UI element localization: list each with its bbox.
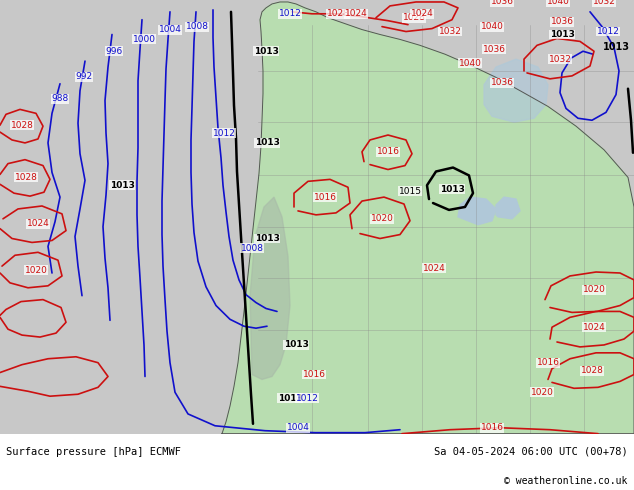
Text: 1032: 1032: [593, 0, 616, 6]
Text: 1040: 1040: [547, 0, 569, 6]
Polygon shape: [484, 59, 548, 122]
Text: 1028: 1028: [327, 9, 349, 18]
Text: 1015: 1015: [399, 187, 422, 196]
Text: 1016: 1016: [536, 358, 559, 367]
Text: 1000: 1000: [133, 35, 155, 44]
Text: 1013: 1013: [278, 393, 302, 403]
Text: 1013: 1013: [255, 138, 280, 147]
Text: 1020: 1020: [370, 214, 394, 223]
Text: 1012: 1012: [278, 9, 301, 18]
Text: 1028: 1028: [403, 13, 425, 22]
Text: Surface pressure [hPa] ECMWF: Surface pressure [hPa] ECMWF: [6, 447, 181, 457]
Text: 1013: 1013: [283, 341, 308, 349]
Text: 1013: 1013: [255, 234, 280, 243]
Text: 1028: 1028: [15, 173, 37, 182]
Text: 1013: 1013: [439, 185, 465, 194]
Text: 1012: 1012: [212, 128, 235, 138]
Text: 1036: 1036: [550, 17, 574, 26]
Text: 1028: 1028: [11, 121, 34, 130]
Text: 1040: 1040: [458, 59, 481, 68]
Text: 1036: 1036: [491, 0, 514, 6]
Text: 1013: 1013: [602, 42, 630, 52]
Text: 1004: 1004: [287, 423, 309, 432]
Text: 1032: 1032: [548, 54, 571, 64]
Text: © weatheronline.co.uk: © weatheronline.co.uk: [504, 476, 628, 486]
Text: 1016: 1016: [313, 193, 337, 201]
Text: 1008: 1008: [240, 244, 264, 253]
Text: 1024: 1024: [27, 219, 49, 228]
Polygon shape: [222, 2, 634, 434]
Text: 1024: 1024: [345, 9, 367, 18]
Text: 1032: 1032: [439, 27, 462, 36]
Text: 1024: 1024: [423, 264, 445, 272]
Polygon shape: [250, 197, 290, 379]
Polygon shape: [496, 197, 520, 219]
Text: 1020: 1020: [531, 388, 553, 397]
Text: 1036: 1036: [491, 78, 514, 87]
Text: 1016: 1016: [302, 370, 325, 379]
Text: 992: 992: [75, 73, 93, 81]
Text: Sa 04-05-2024 06:00 UTC (00+78): Sa 04-05-2024 06:00 UTC (00+78): [434, 447, 628, 457]
Text: 1024: 1024: [411, 9, 434, 18]
Text: 1020: 1020: [583, 285, 605, 294]
Text: 1024: 1024: [583, 323, 605, 332]
Text: 1013: 1013: [550, 30, 574, 39]
Text: 1028: 1028: [581, 366, 604, 375]
Text: 1040: 1040: [481, 22, 503, 31]
Text: 1008: 1008: [186, 22, 209, 31]
Polygon shape: [458, 197, 496, 225]
Text: 1012: 1012: [597, 27, 619, 36]
Text: 996: 996: [105, 47, 122, 56]
Text: 1004: 1004: [158, 25, 181, 34]
Text: 988: 988: [51, 94, 68, 103]
Text: 1012: 1012: [295, 393, 318, 403]
Text: 1020: 1020: [25, 266, 48, 274]
Text: 1016: 1016: [377, 147, 399, 156]
Text: 1016: 1016: [481, 423, 503, 432]
Text: 1036: 1036: [482, 45, 505, 54]
Text: 1013: 1013: [110, 181, 134, 190]
Text: 1013: 1013: [254, 47, 278, 56]
